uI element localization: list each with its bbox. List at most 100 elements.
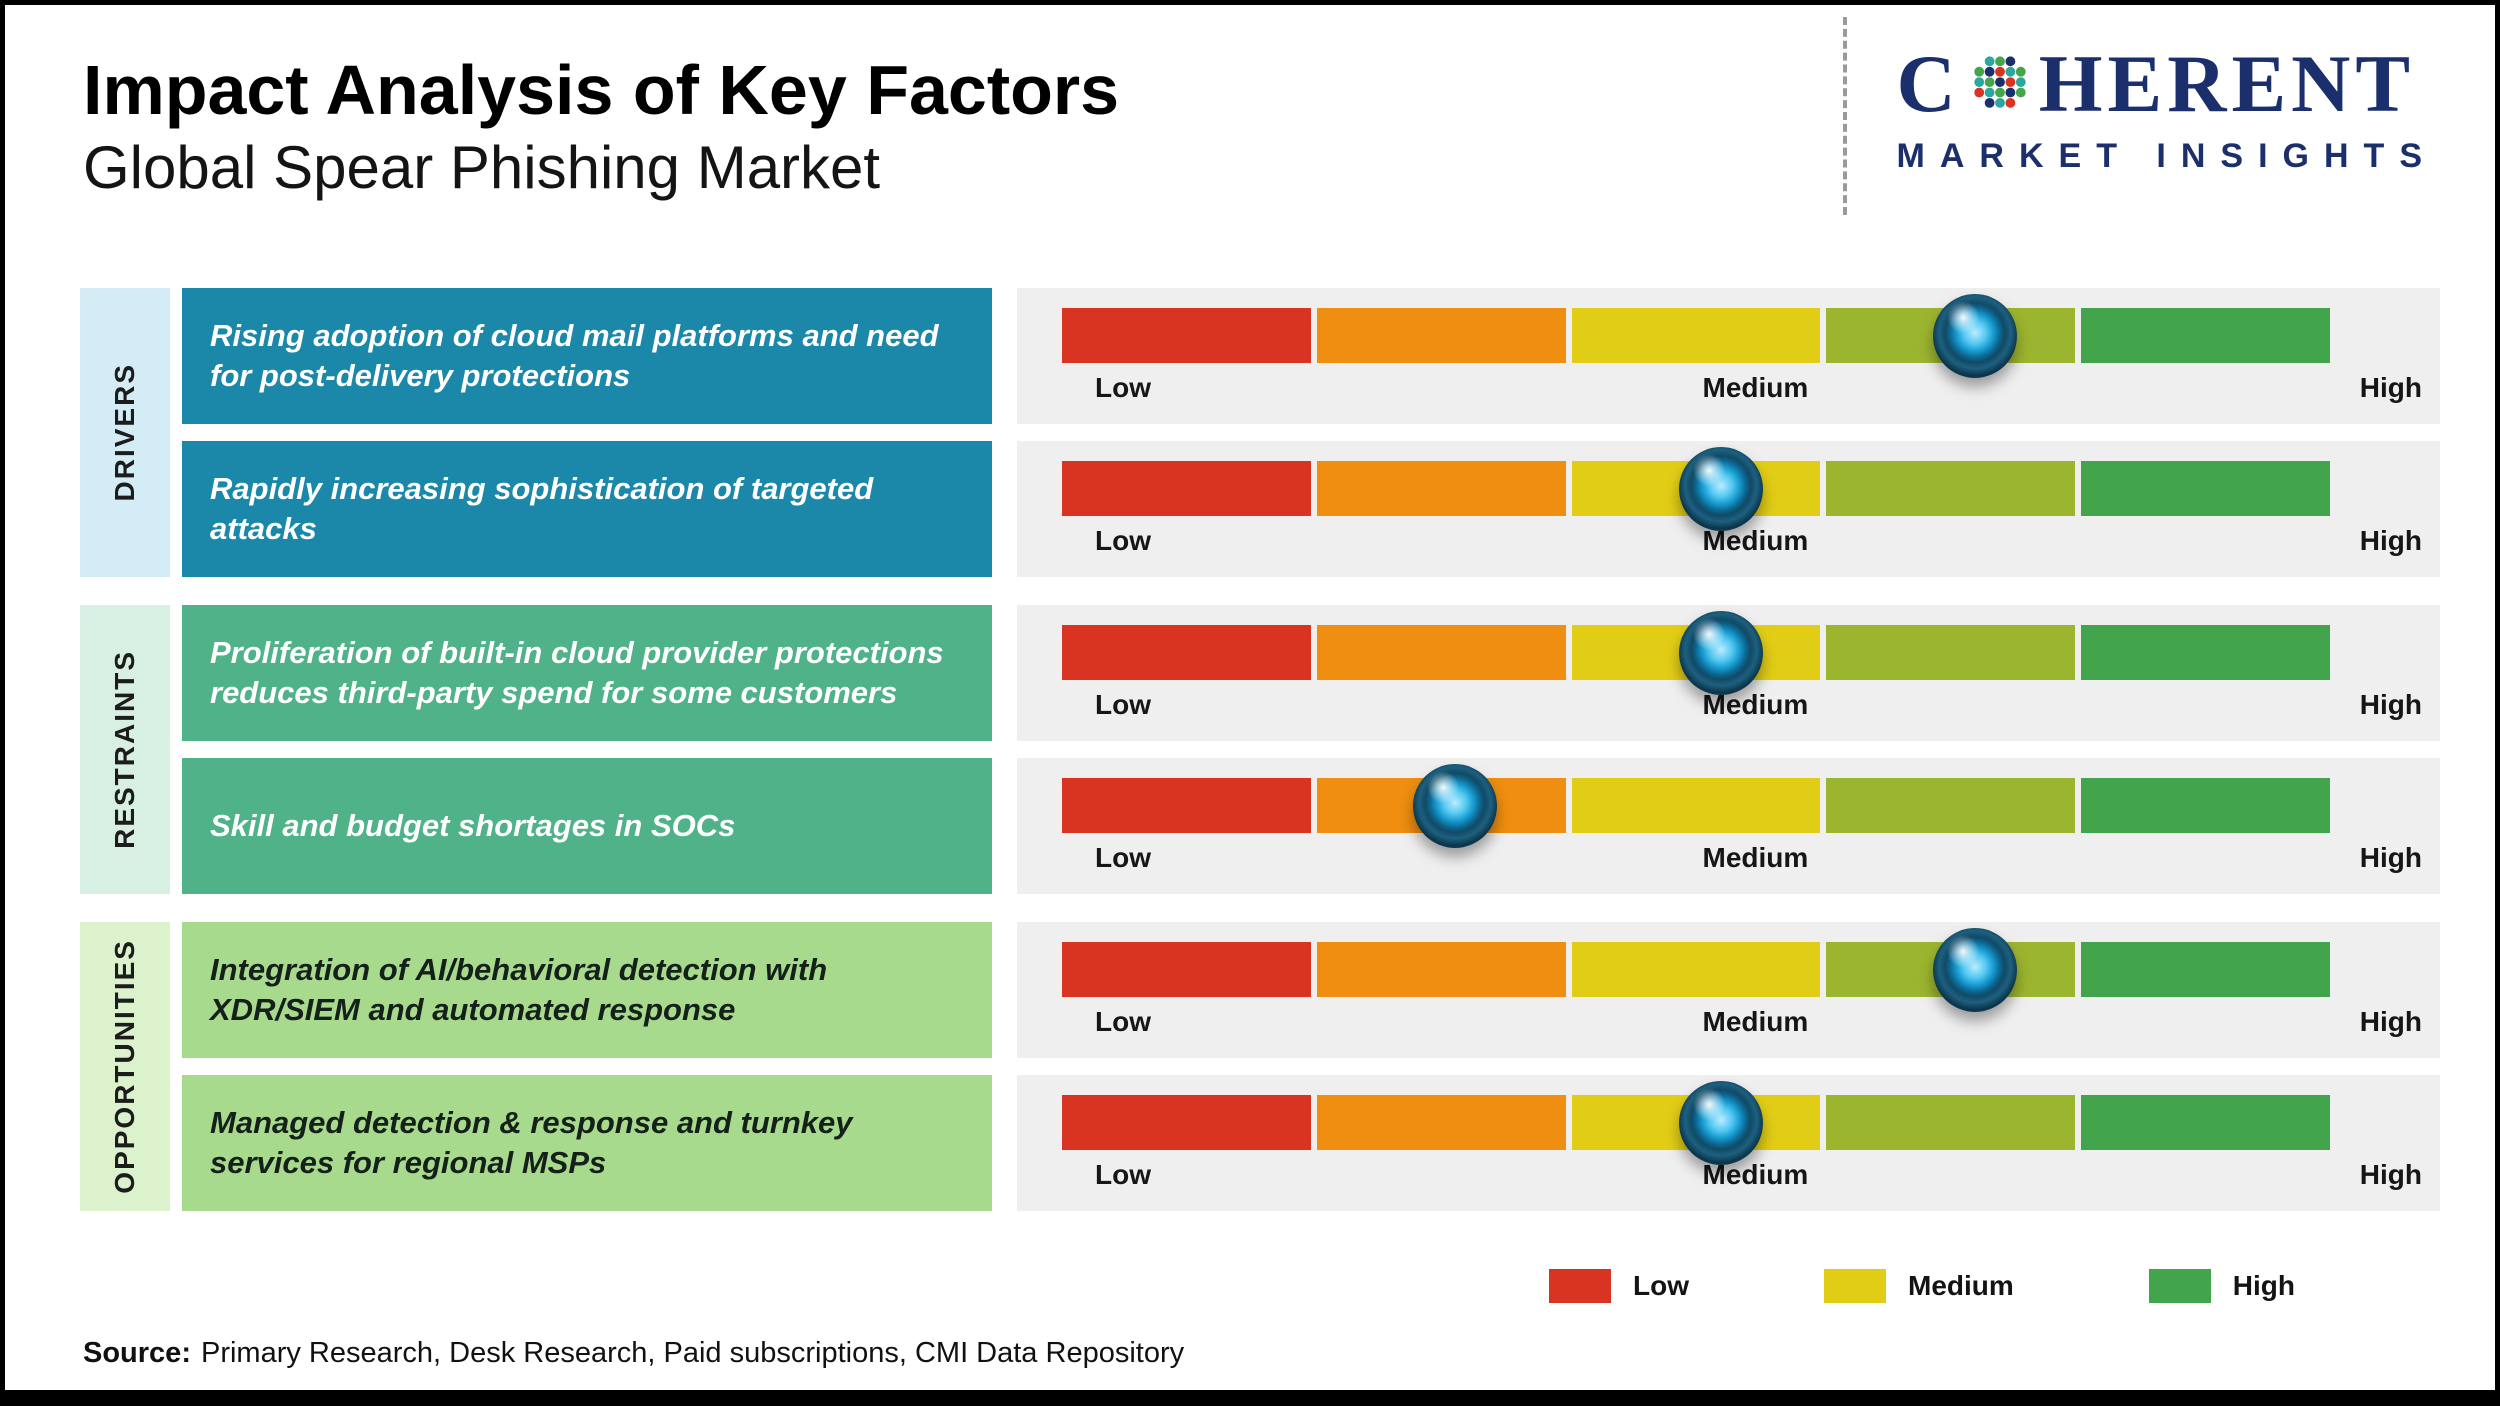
group-opportunities: OPPORTUNITIES Integration of AI/behavior… xyxy=(80,922,2440,1211)
factor-box: Managed detection & response and turnkey… xyxy=(182,1075,992,1211)
group-drivers: DRIVERS Rising adoption of cloud mail pl… xyxy=(80,288,2440,577)
bar-segment-low xyxy=(1062,625,1311,680)
bar-segment-medium-high xyxy=(1826,778,2076,833)
scale-label-high: High xyxy=(2359,842,2422,873)
legend-swatch-low xyxy=(1549,1269,1611,1303)
bar-segment-high xyxy=(2081,1095,2330,1150)
legend: Low Medium High xyxy=(5,1269,2295,1303)
logo-text-rest: HERENT xyxy=(2038,38,2416,129)
group-rows-drivers: Rising adoption of cloud mail platforms … xyxy=(182,288,2440,577)
impact-bar-track xyxy=(1062,446,2330,531)
source-label: Source: xyxy=(83,1337,191,1369)
category-label-drivers: DRIVERS xyxy=(109,363,140,502)
factor-text: Rising adoption of cloud mail platforms … xyxy=(210,318,939,393)
logo-divider xyxy=(1843,17,1847,215)
impact-bar-panel: Low Medium High xyxy=(1017,605,2440,741)
impact-marker xyxy=(1932,927,2017,1012)
scale-label-low: Low xyxy=(1095,1159,1151,1190)
scale-label-high: High xyxy=(2359,372,2422,403)
scale-labels: Low Medium High xyxy=(1095,1006,2422,1038)
legend-label-medium: Medium xyxy=(1908,1270,2014,1301)
scale-label-medium: Medium xyxy=(1702,1006,1809,1037)
impact-bar-track xyxy=(1062,763,2330,848)
scale-label-low: Low xyxy=(1095,1006,1151,1037)
bar-segment-high xyxy=(2081,461,2330,516)
bar-segment-high xyxy=(2081,625,2330,680)
factor-text: Rapidly increasing sophistication of tar… xyxy=(210,471,874,546)
scale-labels: Low Medium High xyxy=(1095,689,2422,721)
bar-segment-medium-high xyxy=(1826,625,2076,680)
impact-marker xyxy=(1679,1080,1764,1165)
bar-segment-high xyxy=(2081,942,2330,997)
bar-segment-low xyxy=(1062,1095,1311,1150)
bar-segment-medium xyxy=(1571,308,1821,363)
impact-bar-panel: Low Medium High xyxy=(1017,922,2440,1058)
coherent-market-insights-logo: C HERENT MARKET INSIGHTS xyxy=(1897,43,2437,176)
scale-labels: Low Medium High xyxy=(1095,1159,2422,1191)
impact-bar-panel: Low Medium High xyxy=(1017,758,2440,894)
scale-label-medium: Medium xyxy=(1702,372,1809,403)
scale-label-low: Low xyxy=(1095,689,1151,720)
factor-text: Integration of AI/behavioral detection w… xyxy=(210,952,828,1027)
bar-segment-low xyxy=(1062,942,1311,997)
factor-text: Managed detection & response and turnkey… xyxy=(210,1105,853,1180)
impact-bar-panel: Low Medium High xyxy=(1017,1075,2440,1211)
legend-swatch-high xyxy=(2148,1269,2211,1303)
legend-swatch-medium xyxy=(1824,1269,1886,1303)
impact-bar-panel: Low Medium High xyxy=(1017,441,2440,577)
bar-segment-high xyxy=(2081,778,2330,833)
bar-segment-low-medium xyxy=(1316,1095,1566,1150)
bar-segment-low-medium xyxy=(1316,625,1566,680)
bar-segment-medium-high xyxy=(1826,461,2076,516)
group-rows-opportunities: Integration of AI/behavioral detection w… xyxy=(182,922,2440,1211)
scale-label-low: Low xyxy=(1095,842,1151,873)
bar-segment-medium xyxy=(1571,942,1821,997)
category-strip-restraints: RESTRAINTS xyxy=(80,605,170,894)
scale-labels: Low Medium High xyxy=(1095,525,2422,557)
factor-box: Proliferation of built-in cloud provider… xyxy=(182,605,992,741)
scale-label-low: Low xyxy=(1095,525,1151,556)
impact-marker xyxy=(1413,763,1498,848)
scale-label-high: High xyxy=(2359,1006,2422,1037)
impact-bar-panel: Low Medium High xyxy=(1017,288,2440,424)
factor-row: Integration of AI/behavioral detection w… xyxy=(182,922,2440,1058)
legend-label-high: High xyxy=(2232,1270,2295,1301)
category-strip-drivers: DRIVERS xyxy=(80,288,170,577)
impact-bar-track xyxy=(1062,293,2330,378)
scale-label-high: High xyxy=(2359,525,2422,556)
scale-label-medium: Medium xyxy=(1702,842,1809,873)
category-label-opportunities: OPPORTUNITIES xyxy=(109,939,140,1194)
header: Impact Analysis of Key Factors Global Sp… xyxy=(5,5,2495,283)
bar-segment-medium xyxy=(1571,778,1821,833)
factor-box: Integration of AI/behavioral detection w… xyxy=(182,922,992,1058)
factor-row: Managed detection & response and turnkey… xyxy=(182,1075,2440,1211)
group-restraints: RESTRAINTS Proliferation of built-in clo… xyxy=(80,605,2440,894)
bar-segment-low-medium xyxy=(1316,942,1566,997)
impact-marker xyxy=(1679,610,1764,695)
coherent-logo-mosaic-o-icon xyxy=(1974,56,2026,108)
scale-labels: Low Medium High xyxy=(1095,842,2422,874)
scale-label-low: Low xyxy=(1095,372,1151,403)
scale-label-high: High xyxy=(2359,689,2422,720)
bar-segment-medium-high xyxy=(1826,1095,2076,1150)
page-title: Impact Analysis of Key Factors xyxy=(83,51,1120,129)
category-strip-opportunities: OPPORTUNITIES xyxy=(80,922,170,1211)
factor-text: Proliferation of built-in cloud provider… xyxy=(210,635,944,710)
impact-bar-track xyxy=(1062,610,2330,695)
legend-item-high: High xyxy=(2148,1269,2295,1303)
legend-item-medium: Medium xyxy=(1824,1269,2014,1303)
bar-segment-high xyxy=(2081,308,2330,363)
legend-label-low: Low xyxy=(1633,1270,1689,1301)
group-rows-restraints: Proliferation of built-in cloud provider… xyxy=(182,605,2440,894)
factor-box: Rapidly increasing sophistication of tar… xyxy=(182,441,992,577)
bar-segment-low xyxy=(1062,461,1311,516)
scale-labels: Low Medium High xyxy=(1095,372,2422,404)
logo-tagline: MARKET INSIGHTS xyxy=(1896,137,2437,175)
impact-bar-track xyxy=(1062,927,2330,1012)
bar-segment-low xyxy=(1062,778,1311,833)
factor-text: Skill and budget shortages in SOCs xyxy=(210,808,736,844)
factor-row: Rising adoption of cloud mail platforms … xyxy=(182,288,2440,424)
impact-marker xyxy=(1679,446,1764,531)
category-label-restraints: RESTRAINTS xyxy=(109,650,140,849)
